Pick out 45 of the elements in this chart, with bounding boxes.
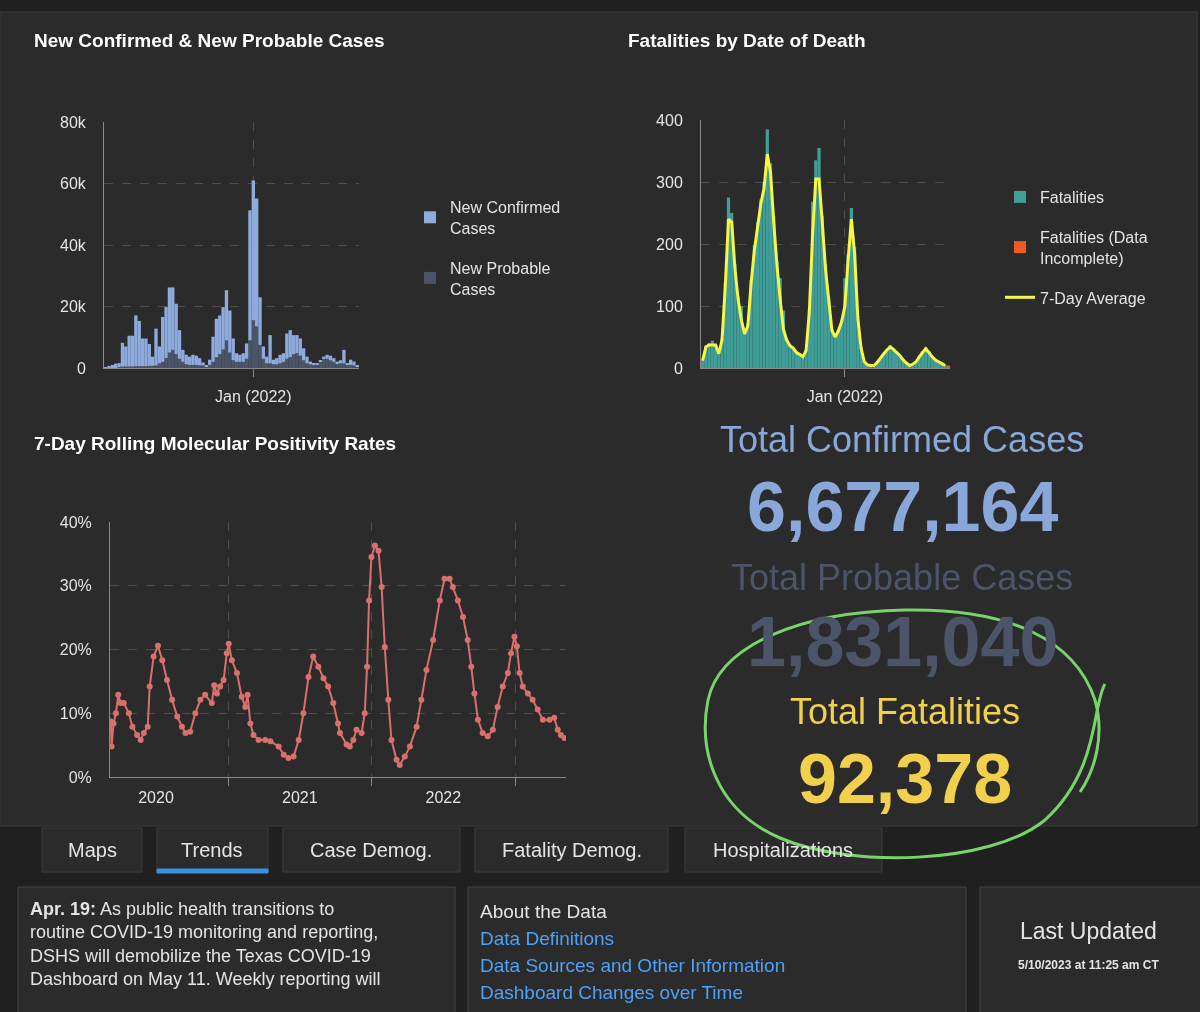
y-tick-label: 200 <box>656 235 683 253</box>
text: Case Demog. <box>310 839 433 861</box>
y-tick-label: 60k <box>60 175 87 193</box>
x-tick-label: Jan (2022) <box>215 388 292 406</box>
text: Total Fatalities <box>790 691 1021 732</box>
text: 6,677,164 <box>747 468 1059 546</box>
text: Data Sources and Other Information <box>480 955 786 976</box>
y-tick-label: 40% <box>59 513 92 531</box>
x-tick-label: 2020 <box>138 789 174 807</box>
legend-label: New Probable Cases <box>450 259 551 298</box>
text: Total Probable Cases <box>731 557 1074 598</box>
text: Maps <box>68 839 117 861</box>
y-tick-label: 20% <box>59 641 92 659</box>
text: Fatality Demog. <box>502 839 643 861</box>
y-tick-label: 0 <box>673 359 683 377</box>
legend-label: 7-Day Average <box>1040 289 1146 307</box>
text: About the Data <box>480 901 608 922</box>
y-tick-label: 10% <box>59 704 92 722</box>
y-tick-label: 0% <box>68 768 92 786</box>
y-tick-label: 100 <box>656 297 683 315</box>
y-tick-label: 0 <box>76 359 86 377</box>
legend-label: Fatalities <box>1040 189 1105 207</box>
y-tick-label: 80k <box>60 113 87 131</box>
text: Apr. 19: <box>30 899 97 919</box>
text: Total Confirmed Cases <box>720 419 1085 460</box>
text: Dashboard Changes over Time <box>480 982 743 1003</box>
text: 5/10/2023 at 11:25 am CT <box>1018 958 1160 972</box>
legend-label: Fatalities (Data Incomplete) <box>1040 228 1148 267</box>
chart-title: Fatalities by Date of Death <box>628 30 866 51</box>
y-tick-label: 40k <box>60 236 87 254</box>
y-tick-label: 20k <box>60 298 87 316</box>
text: Last Updated <box>1020 918 1157 944</box>
text: 92,378 <box>798 740 1013 818</box>
y-tick-label: 400 <box>656 111 683 129</box>
x-tick-label: 2021 <box>282 789 318 807</box>
text: 1,831,040 <box>747 603 1059 681</box>
text: Data Definitions <box>480 928 615 949</box>
y-tick-label: 30% <box>59 577 92 595</box>
x-tick-label: Jan (2022) <box>806 388 884 406</box>
chart-title: 7-Day Rolling Molecular Positivity Rates <box>34 433 397 454</box>
legend-label: New Confirmed Cases <box>450 199 561 237</box>
text: Trends <box>181 839 243 861</box>
y-tick-label: 300 <box>656 173 683 191</box>
chart-title: New Confirmed & New Probable Cases <box>34 30 385 51</box>
x-tick-label: 2022 <box>425 789 462 807</box>
